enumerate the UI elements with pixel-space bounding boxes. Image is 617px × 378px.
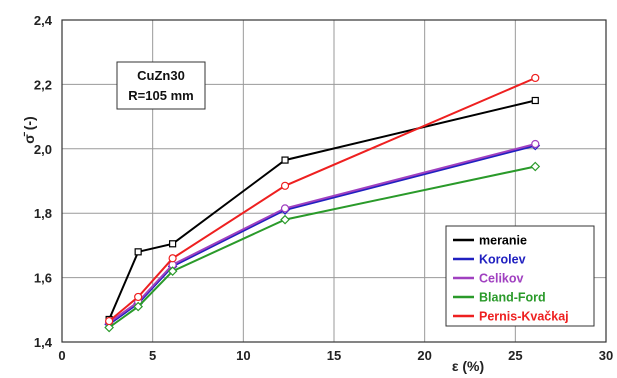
- x-tick-label: 10: [236, 348, 250, 363]
- x-tick-label: 15: [327, 348, 341, 363]
- data-point: [280, 214, 290, 225]
- x-tick-labels: 0 5 10 15 20 25 30: [58, 348, 613, 363]
- data-point: [133, 301, 144, 312]
- data-point: [105, 316, 114, 326]
- y-tick-label: 2,4: [34, 13, 53, 28]
- y-tick-label: 1,4: [34, 335, 53, 350]
- data-point: [134, 248, 142, 256]
- legend-label: Pernis-Kvačkaj: [479, 310, 569, 324]
- x-tick-label: 30: [599, 348, 613, 363]
- y-tick-label: 1,8: [34, 206, 52, 221]
- x-axis-label: ε (%): [452, 358, 484, 374]
- legend-label: Korolev: [479, 253, 526, 267]
- legend-frame: [445, 225, 595, 327]
- series-group: [104, 73, 541, 333]
- legend-label: Celikov: [479, 272, 524, 286]
- data-point: [280, 204, 290, 213]
- x-tick-label: 25: [508, 348, 522, 363]
- series-bland-ford: [104, 161, 541, 333]
- legend-label: Bland-Ford: [479, 291, 546, 305]
- y-axis-label: σ̄ (-): [21, 116, 37, 143]
- y-tick-label: 2,0: [34, 142, 52, 157]
- annotation-material: CuZn30: [137, 68, 185, 83]
- annotation-radius: R=105 mm: [128, 88, 193, 103]
- x-tick-label: 20: [417, 348, 431, 363]
- annotation-box: CuZn30 R=105 mm: [116, 61, 206, 110]
- data-point: [531, 73, 540, 83]
- data-point: [134, 292, 143, 302]
- y-tick-label: 1,6: [34, 271, 52, 286]
- legend-label: meranie: [479, 234, 527, 248]
- legend: meranie Korolev Celikov Bland-Ford Pernis-Kv…: [445, 225, 595, 327]
- data-point: [280, 181, 290, 190]
- data-point: [167, 266, 178, 277]
- series-pernis-kva-kaj: [105, 73, 540, 326]
- y-tick-labels: 1,4 1,6 1,8 2,0 2,2 2,4: [34, 13, 53, 350]
- y-tick-label: 2,2: [34, 77, 52, 92]
- data-point: [168, 254, 177, 263]
- data-point: [531, 96, 539, 105]
- data-point: [169, 240, 177, 248]
- data-point: [281, 156, 289, 164]
- data-point: [531, 139, 540, 149]
- x-tick-label: 0: [58, 348, 65, 363]
- annotation-frame: [116, 61, 206, 110]
- data-point: [104, 322, 114, 333]
- x-tick-label: 5: [149, 348, 156, 363]
- data-point: [530, 161, 541, 172]
- plot-frame: [61, 19, 607, 343]
